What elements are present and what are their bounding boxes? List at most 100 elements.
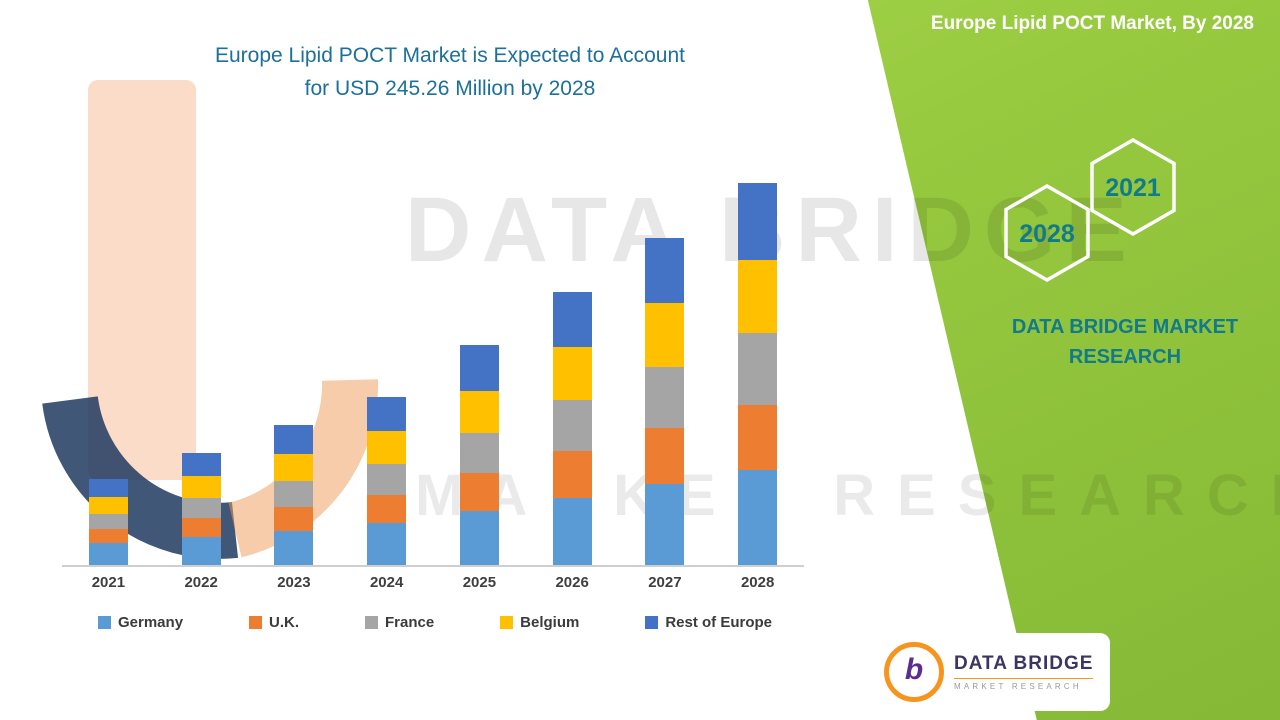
bars-row [62,118,804,567]
hexagon-2028-label: 2028 [1019,220,1075,248]
bar-segment-belgium [645,303,685,368]
hexagon-2028-icon [1004,183,1090,283]
bar-segment-u-k- [88,529,128,544]
hexagon-badges: 2028 2021 [1004,138,1176,283]
data-bridge-logo-icon: b [884,642,944,702]
bar-column [526,292,618,565]
x-axis-label: 2025 [462,574,497,591]
bar-segment-rest-of-europe [367,396,407,432]
bar-segment-rest-of-europe [645,237,685,304]
logo-monogram: b [904,653,924,686]
logo-card: b DATA BRIDGE MARKET RESEARCH [872,633,1110,711]
stacked-bar-2025 [459,345,499,565]
bar-segment-germany [552,498,592,565]
legend-item-rest-of-europe: Rest of Europe [645,614,772,631]
hexagon-2021-label: 2021 [1105,174,1161,202]
bar-segment-germany [181,536,221,565]
legend-label: Germany [118,614,184,631]
bar-segment-france [88,513,128,530]
stacked-bar-2027 [645,237,685,565]
bar-segment-germany [738,470,778,565]
bar-segment-rest-of-europe [552,292,592,347]
stacked-bar-chart: 2021 2022 2023 2024 2025 2026 2027 2028 [62,118,804,591]
bar-segment-belgium [181,476,221,499]
x-axis-label: 2026 [555,574,589,591]
bar-segment-france [459,432,499,474]
bar-segment-france [738,332,778,405]
legend-swatch-icon [645,616,659,629]
bar-segment-germany [88,543,128,565]
x-axis-label: 2021 [91,574,126,591]
bar-segment-u-k- [552,451,592,499]
legend-swatch-icon [500,616,514,629]
x-axis-label: 2023 [277,574,311,591]
bar-column [62,479,154,565]
x-axis-label: 2028 [740,574,775,591]
bar-segment-belgium [459,390,499,433]
bar-segment-u-k- [459,473,499,511]
logo-subtitle: MARKET RESEARCH [954,678,1094,691]
bar-segment-france [552,399,592,452]
x-axis-label: 2027 [648,574,682,591]
bar-column [248,424,340,565]
legend-label: France [384,614,435,631]
legend-label: Rest of Europe [665,614,772,631]
bar-segment-germany [367,522,407,565]
stacked-bar-2023 [274,424,314,565]
bar-column [155,452,247,565]
legend-label: U.K. [269,614,300,631]
stacked-bar-2022 [181,452,221,565]
hexagon-2021-icon [1090,138,1176,237]
side-title: Europe Lipid POCT Market, By 2028 [930,13,1254,34]
legend-swatch-icon [249,616,263,629]
legend-item-france: France [364,614,435,631]
bar-column [341,396,433,565]
legend-item-u-k-: U.K. [249,614,299,631]
bar-segment-belgium [367,431,407,464]
bar-segment-germany [274,530,314,565]
bar-segment-belgium [88,496,128,514]
bar-segment-u-k- [181,518,221,537]
legend-swatch-icon [98,616,111,629]
bar-segment-belgium [738,259,778,333]
stacked-bar-2026 [552,292,592,565]
legend-swatch-icon [364,616,378,629]
chart-legend: Germany U.K. France Belgium Rest of Europe [70,614,800,631]
legend-item-belgium: Belgium [500,614,579,631]
logo-name: DATA BRIDGE [954,653,1094,674]
stacked-bar-2024 [367,396,407,565]
bar-segment-u-k- [274,507,314,531]
bar-column [619,237,711,565]
bar-segment-germany [459,510,499,565]
bar-segment-u-k- [738,404,778,470]
brand-text-line2: RESEARCH [1068,346,1182,368]
x-labels-row: 2021 2022 2023 2024 2025 2026 2027 2028 [62,567,804,591]
page-title: Europe Lipid POCT Market is Expected to … [110,40,790,105]
bar-segment-belgium [274,454,314,481]
bar-segment-rest-of-europe [181,452,221,477]
bar-segment-rest-of-europe [459,345,499,391]
bar-segment-france [274,480,314,508]
stacked-bar-2021 [88,479,128,565]
bar-column [433,345,525,565]
bar-segment-germany [645,484,685,565]
brand-text-line1: DATA BRIDGE MARKET [1011,316,1239,338]
bar-segment-u-k- [367,494,407,523]
bar-segment-rest-of-europe [88,479,128,497]
x-axis-label: 2024 [369,574,404,591]
bar-segment-belgium [552,346,592,400]
bar-segment-france [367,463,407,495]
brand-text: DATA BRIDGE MARKET RESEARCH [975,312,1275,372]
bar-segment-u-k- [645,427,685,485]
bar-segment-france [645,367,685,428]
bar-segment-rest-of-europe [274,424,314,455]
bar-segment-france [181,498,221,519]
bar-column [712,183,804,565]
legend-label: Belgium [520,614,580,631]
page-title-line1: Europe Lipid POCT Market is Expected to … [214,44,686,67]
stacked-bar-2028 [738,183,778,565]
bar-segment-rest-of-europe [738,183,778,260]
legend-item-germany: Germany [98,614,183,631]
x-axis-label: 2022 [184,574,218,591]
